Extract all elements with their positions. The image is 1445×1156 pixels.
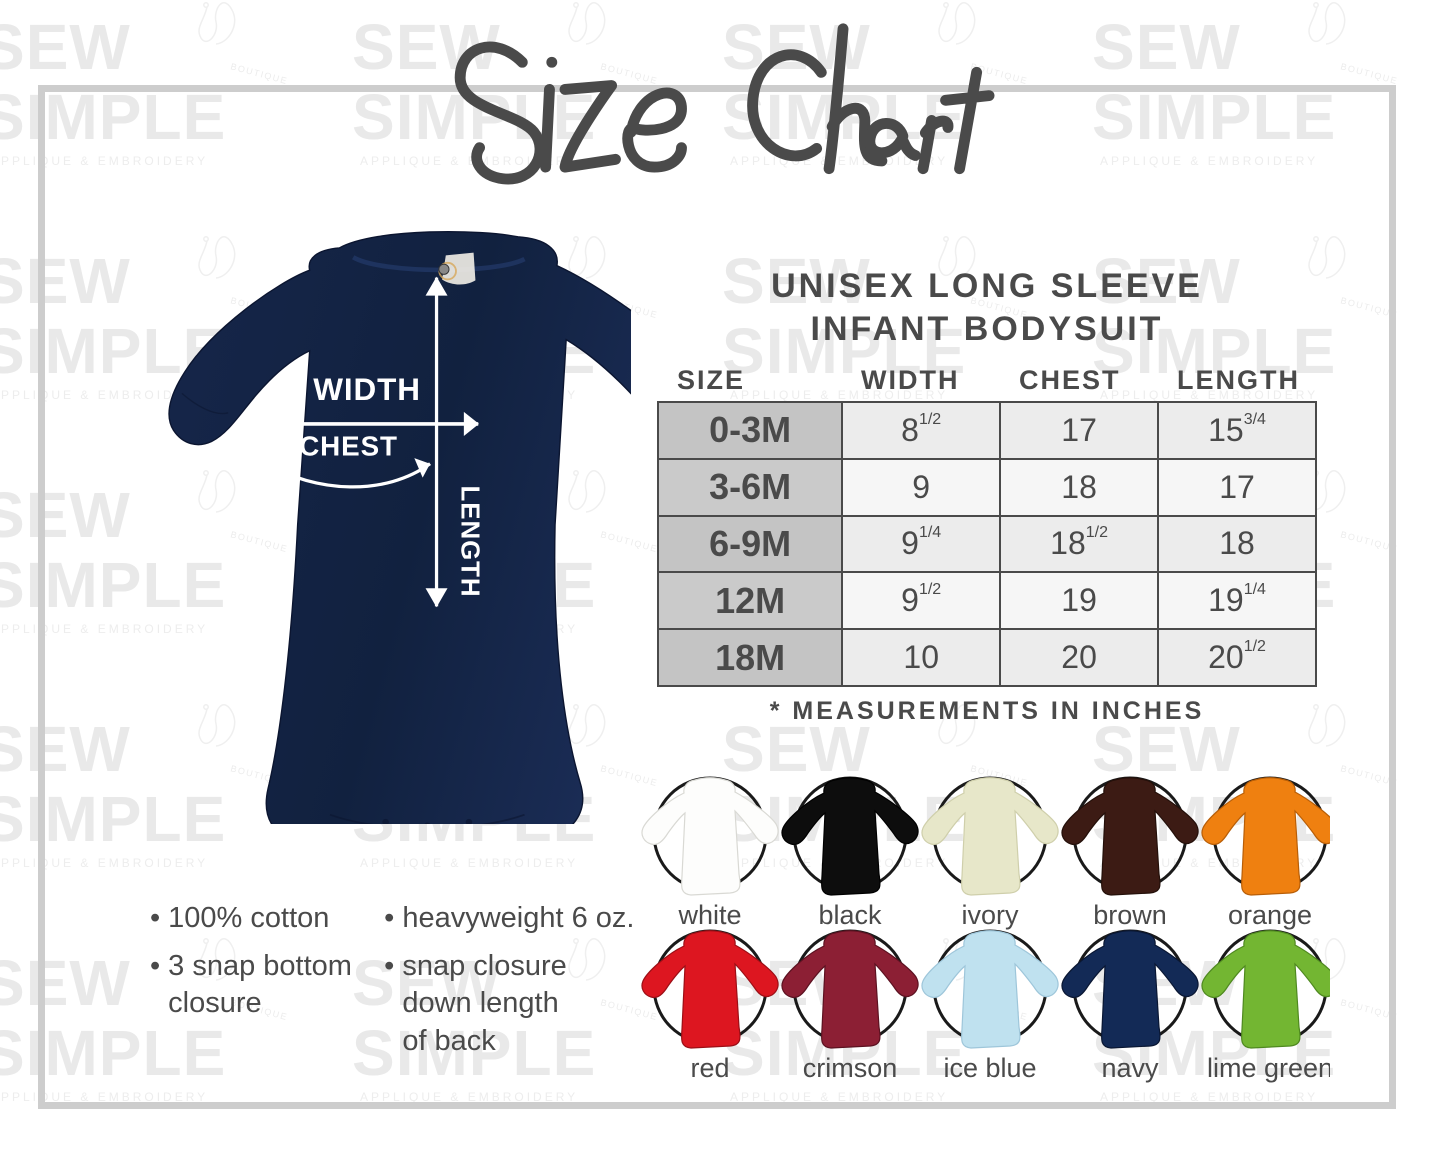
svg-text:black: black xyxy=(818,900,882,930)
svg-text:CHEST: CHEST xyxy=(299,430,398,461)
svg-text:white: white xyxy=(677,900,741,930)
svg-text:brown: brown xyxy=(1093,900,1167,930)
svg-text:lime green: lime green xyxy=(1207,1053,1330,1083)
svg-text:navy: navy xyxy=(1101,1053,1159,1083)
svg-text:orange: orange xyxy=(1228,900,1312,930)
svg-text:red: red xyxy=(690,1053,729,1083)
svg-text:crimson: crimson xyxy=(803,1053,898,1083)
svg-text:ivory: ivory xyxy=(961,900,1019,930)
svg-text:WIDTH: WIDTH xyxy=(313,372,421,407)
svg-text:ice blue: ice blue xyxy=(943,1053,1036,1083)
svg-text:LENGTH: LENGTH xyxy=(456,485,484,597)
